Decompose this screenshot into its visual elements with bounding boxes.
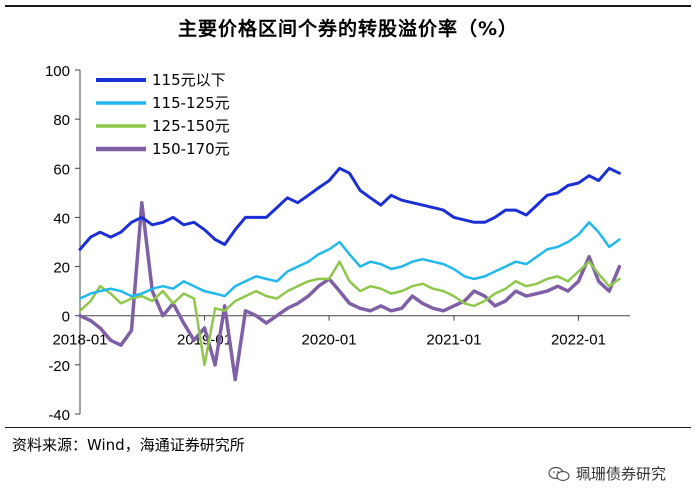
source-divider — [5, 427, 691, 428]
y-tick-label: 20 — [53, 260, 70, 277]
x-tick-label: 2018-01 — [52, 332, 107, 349]
legend-label: 115元以下 — [152, 71, 226, 89]
legend-label: 115-125元 — [152, 94, 230, 112]
y-tick-label: 0 — [62, 309, 70, 326]
top-rule — [5, 5, 691, 7]
watermark-text: 珮珊债券研究 — [575, 465, 666, 483]
series-line — [78, 166, 621, 251]
watermark: 珮珊债券研究 — [548, 463, 666, 484]
chart-title: 主要价格区间个券的转股溢价率（%） — [177, 18, 519, 40]
legend-label: 150-170元 — [152, 140, 230, 158]
series-layer — [78, 166, 622, 382]
y-tick-label: 100 — [45, 63, 70, 80]
series-line — [78, 221, 621, 300]
x-tick-label: 2020-01 — [302, 332, 357, 349]
y-tick-label: 40 — [53, 210, 70, 227]
y-tick-label: -20 — [48, 358, 70, 375]
series-line — [78, 200, 622, 382]
y-tick-label: -40 — [48, 407, 70, 424]
series-line — [78, 260, 621, 367]
y-tick-label: 60 — [53, 161, 70, 178]
y-tick-label: 80 — [53, 112, 70, 129]
x-tick-label: 2021-01 — [426, 332, 481, 349]
legend: 115元以下 115-125元 125-150元 150-170元 — [96, 71, 230, 158]
legend-label: 125-150元 — [152, 117, 230, 135]
source-note: 资料来源：Wind，海通证券研究所 — [12, 436, 245, 454]
wechat-icon — [548, 466, 570, 481]
x-tick-label: 2022-01 — [551, 332, 606, 349]
